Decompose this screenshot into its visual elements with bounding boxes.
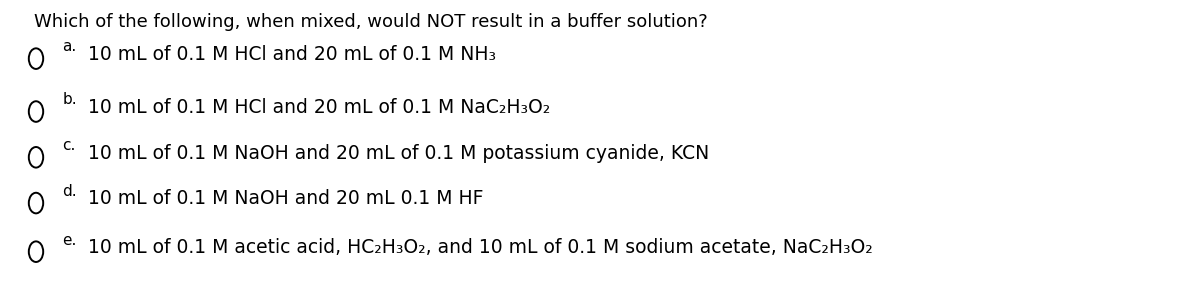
Text: 10 mL of 0.1 M NaOH and 20 mL of 0.1 M potassium cyanide, KCN: 10 mL of 0.1 M NaOH and 20 mL of 0.1 M p… [88, 144, 709, 163]
Text: 10 mL of 0.1 M HCl and 20 mL of 0.1 M NH₃: 10 mL of 0.1 M HCl and 20 mL of 0.1 M NH… [88, 45, 496, 64]
Text: Which of the following, when mixed, would NOT result in a buffer solution?: Which of the following, when mixed, woul… [34, 13, 707, 31]
Text: a.: a. [62, 39, 77, 54]
Text: b.: b. [62, 92, 77, 107]
Text: e.: e. [62, 233, 77, 247]
Text: d.: d. [62, 184, 77, 199]
Text: 10 mL of 0.1 M HCl and 20 mL of 0.1 M NaC₂H₃O₂: 10 mL of 0.1 M HCl and 20 mL of 0.1 M Na… [88, 98, 550, 117]
Text: c.: c. [62, 138, 76, 153]
Text: 10 mL of 0.1 M acetic acid, HC₂H₃O₂, and 10 mL of 0.1 M sodium acetate, NaC₂H₃O₂: 10 mL of 0.1 M acetic acid, HC₂H₃O₂, and… [88, 238, 872, 257]
Text: 10 mL of 0.1 M NaOH and 20 mL 0.1 M HF: 10 mL of 0.1 M NaOH and 20 mL 0.1 M HF [88, 190, 484, 208]
